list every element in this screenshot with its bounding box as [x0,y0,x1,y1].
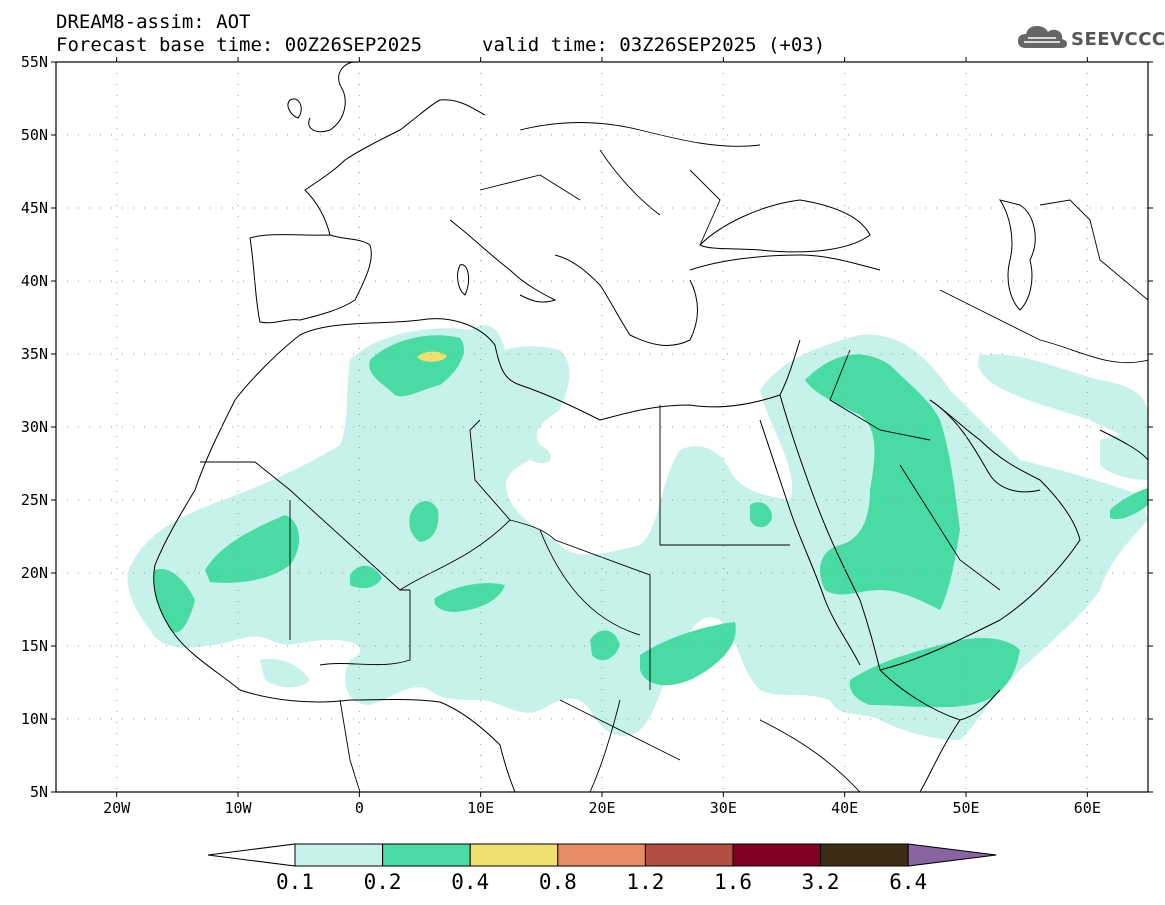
colorbar-swatch [382,843,471,867]
lon-label: 30E [710,799,737,817]
lat-label: 15N [21,637,48,655]
longitude-labels: 20W 10W 0 10E 20E 30E 40E 50E 60E [103,799,1101,817]
lon-label: 50E [952,799,979,817]
cloud-icon [1016,22,1068,56]
colorbar-label: 1.6 [714,870,752,894]
colorbar-swatch [732,843,822,867]
lon-label: 0 [355,799,364,817]
colorbar-swatch [557,843,646,867]
colorbar-label: 3.2 [801,870,840,894]
lat-label: 55N [21,53,48,71]
axis-ticks [51,57,1153,797]
colorbar-label: 0.2 [363,870,402,894]
lat-label: 5N [30,783,48,801]
chart-title: DREAM8-assim: AOT [56,11,251,33]
colorbar-low-arrow [207,843,296,867]
lon-label: 10W [224,799,252,817]
lat-label: 35N [21,345,48,363]
forecast-base-time: Forecast base time: 00Z26SEP2025 [56,34,423,56]
borders [200,122,1148,792]
coastlines [153,62,1148,792]
colorbar-label: 1.2 [626,870,665,894]
lat-label: 40N [21,272,48,290]
lon-label: 40E [831,799,858,817]
seevccc-logo: SEEVCCC [1016,22,1165,56]
lon-label: 10E [467,799,494,817]
lat-label: 45N [21,199,48,217]
colorbar-high-arrow [907,843,997,867]
lon-label: 20W [103,799,131,817]
lat-label: 20N [21,564,48,582]
colorbar-label: 0.8 [538,870,577,894]
lat-label: 10N [21,710,48,728]
colorbar-label: 6.4 [889,870,928,894]
valid-time: valid time: 03Z26SEP2025 (+03) [482,34,826,56]
colorbar-label: 0.1 [276,870,314,894]
colorbar-label: 0.4 [451,870,490,894]
latitude-labels: 55N 50N 45N 40N 35N 30N 25N 20N 15N 10N 5N [21,53,48,801]
lon-label: 20E [588,799,615,817]
colorbar-swatch [820,843,909,867]
lat-label: 25N [21,491,48,509]
lat-label: 50N [21,126,48,144]
colorbar-swatch [469,843,559,867]
grid-lines [56,62,1148,792]
lon-label: 60E [1074,799,1101,817]
lat-label: 30N [21,418,48,436]
aot-0.4-region [417,351,447,362]
colorbar-swatch [644,843,734,867]
logo-text: SEEVCCC [1071,28,1165,50]
colorbar-swatch [294,843,384,867]
